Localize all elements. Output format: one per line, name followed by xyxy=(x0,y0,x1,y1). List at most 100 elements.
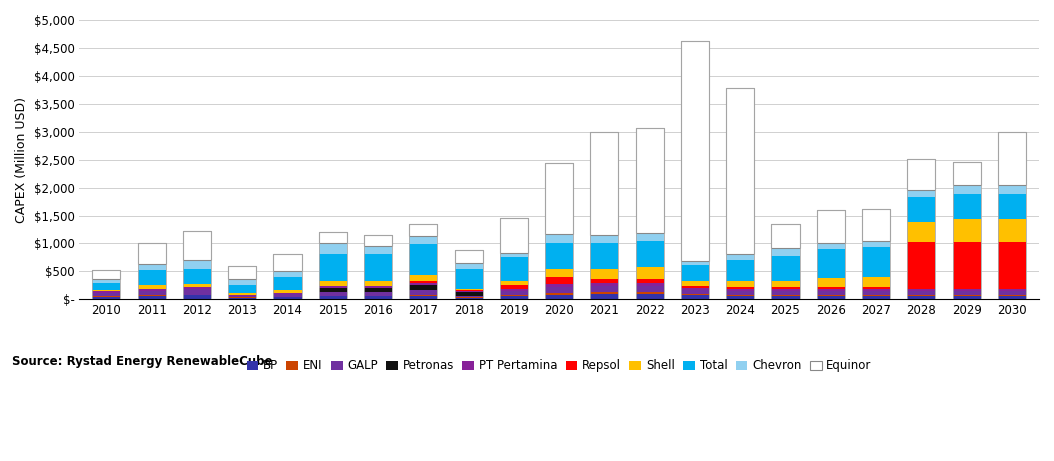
Bar xyxy=(229,285,256,293)
Bar xyxy=(364,296,392,299)
Bar xyxy=(590,294,619,299)
Bar xyxy=(772,287,800,289)
Bar xyxy=(953,242,980,289)
Bar xyxy=(772,296,800,299)
Bar xyxy=(273,254,301,271)
Bar xyxy=(953,162,980,185)
Bar xyxy=(998,185,1026,194)
Bar xyxy=(138,296,165,299)
Bar xyxy=(998,289,1026,290)
Bar xyxy=(590,235,619,243)
Bar xyxy=(590,286,619,292)
Bar xyxy=(545,242,573,269)
Bar xyxy=(590,132,619,299)
Bar xyxy=(409,296,437,299)
Bar xyxy=(500,295,528,296)
Bar xyxy=(862,277,890,287)
Bar xyxy=(545,293,573,295)
Bar xyxy=(183,269,211,284)
Bar xyxy=(183,260,211,269)
Bar xyxy=(138,285,165,289)
Bar xyxy=(998,132,1026,185)
Bar xyxy=(273,271,301,278)
Bar xyxy=(726,88,755,299)
Bar xyxy=(862,247,890,277)
Bar xyxy=(636,294,664,299)
Bar xyxy=(953,295,980,296)
Bar xyxy=(273,290,301,293)
Bar xyxy=(273,297,301,299)
Bar xyxy=(817,278,845,287)
Bar xyxy=(500,296,528,299)
Bar xyxy=(500,281,528,284)
Bar xyxy=(681,281,709,286)
Bar xyxy=(998,296,1026,299)
Bar xyxy=(93,283,120,290)
Bar xyxy=(545,284,573,287)
Bar xyxy=(318,286,347,288)
Bar xyxy=(409,295,437,296)
Bar xyxy=(500,218,528,299)
Bar xyxy=(229,293,256,295)
Bar xyxy=(364,235,392,299)
Bar xyxy=(318,296,347,299)
Bar xyxy=(681,286,709,289)
Bar xyxy=(364,288,392,292)
Bar xyxy=(681,261,709,265)
Bar xyxy=(364,246,392,254)
Bar xyxy=(998,219,1026,242)
Bar xyxy=(545,269,573,277)
Bar xyxy=(409,283,437,285)
Bar xyxy=(409,224,437,236)
Bar xyxy=(273,294,301,296)
Bar xyxy=(590,279,619,283)
Bar xyxy=(953,296,980,299)
Bar xyxy=(229,295,256,296)
Bar xyxy=(183,289,211,295)
Bar xyxy=(409,285,437,290)
Bar xyxy=(590,269,619,279)
Bar xyxy=(545,295,573,299)
Bar xyxy=(93,296,120,299)
Bar xyxy=(364,254,392,281)
Bar xyxy=(726,260,755,281)
Bar xyxy=(500,253,528,257)
Bar xyxy=(862,289,890,290)
Bar xyxy=(862,241,890,247)
Bar xyxy=(318,288,347,292)
Bar xyxy=(907,159,935,299)
Bar xyxy=(273,254,301,299)
Bar xyxy=(907,290,935,295)
Bar xyxy=(138,295,165,296)
Bar xyxy=(454,263,483,269)
Bar xyxy=(138,289,165,290)
Bar xyxy=(998,194,1026,219)
Bar xyxy=(817,249,845,278)
Bar xyxy=(183,295,211,296)
Bar xyxy=(183,287,211,289)
Bar xyxy=(138,243,165,299)
Bar xyxy=(726,88,755,254)
Bar xyxy=(636,128,664,299)
Bar xyxy=(862,287,890,289)
Bar xyxy=(862,209,890,299)
Bar xyxy=(726,254,755,260)
Bar xyxy=(93,290,120,291)
Bar xyxy=(454,269,483,289)
Bar xyxy=(817,242,845,249)
Bar xyxy=(636,128,664,233)
Bar xyxy=(953,290,980,295)
Bar xyxy=(772,224,800,248)
Bar xyxy=(953,194,980,219)
Bar xyxy=(636,286,664,292)
Bar xyxy=(409,244,437,275)
Bar xyxy=(318,243,347,254)
Bar xyxy=(817,210,845,242)
Bar xyxy=(907,295,935,296)
Bar xyxy=(93,291,120,293)
Bar xyxy=(726,296,755,299)
Bar xyxy=(681,296,709,299)
Bar xyxy=(681,290,709,294)
Bar xyxy=(907,289,935,290)
Bar xyxy=(953,162,980,299)
